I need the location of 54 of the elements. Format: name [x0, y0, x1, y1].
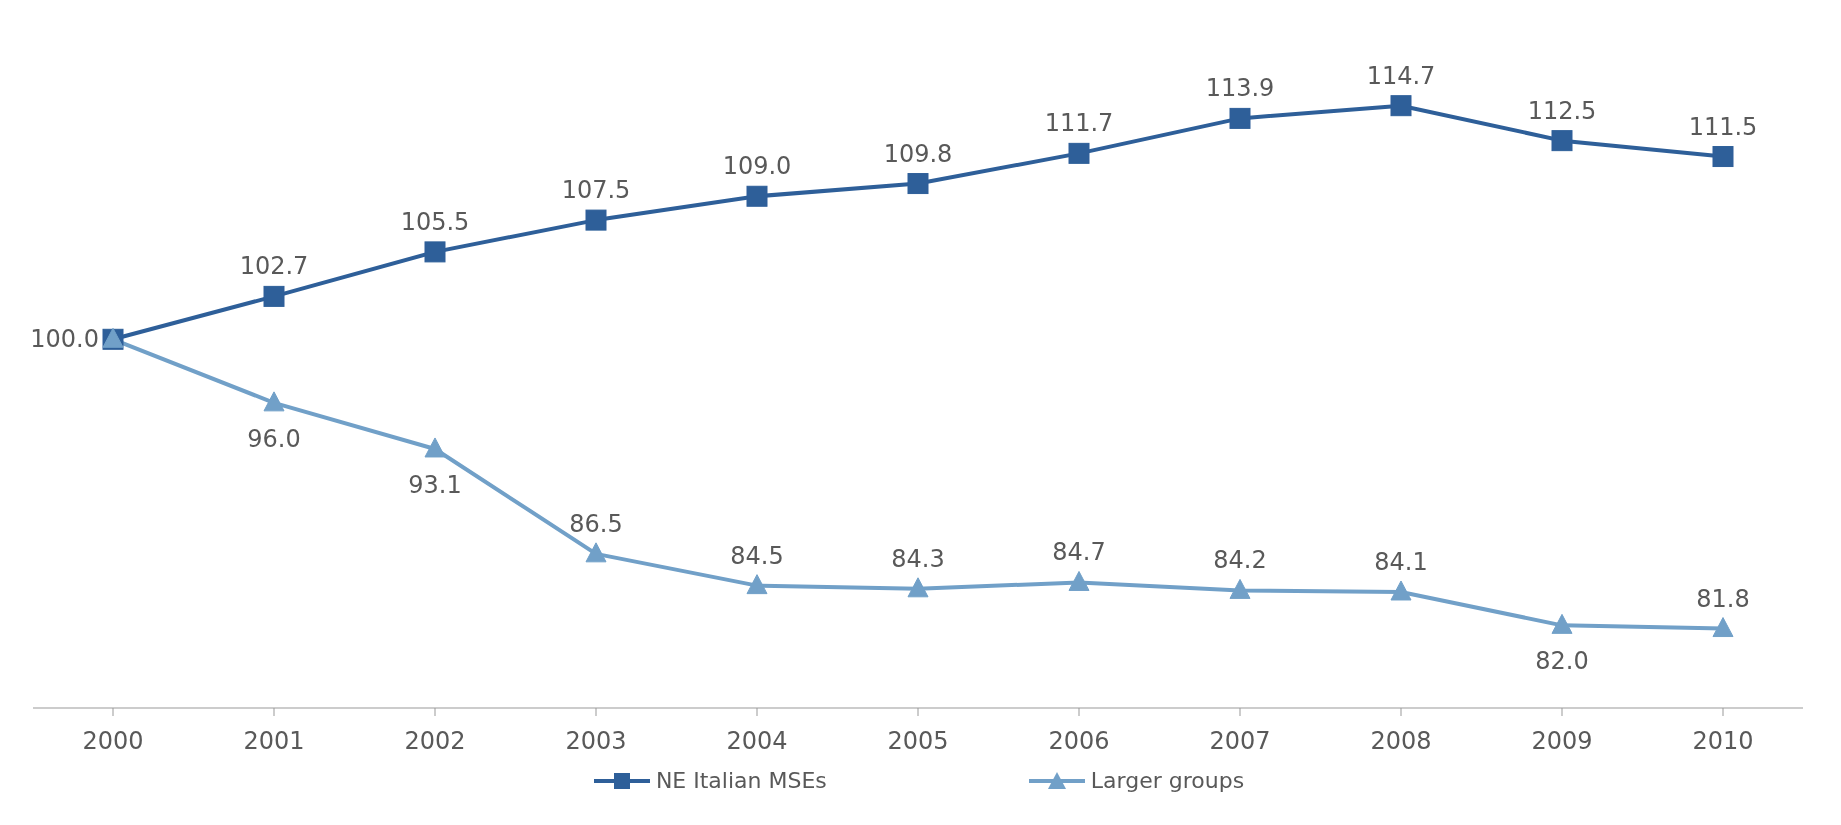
- point: [746, 185, 768, 207]
- point: [424, 437, 446, 458]
- data-label: 84.5: [730, 541, 784, 570]
- x-tick-label: 2009: [1531, 727, 1593, 756]
- data-label: 82.0: [1535, 647, 1589, 676]
- point: [1390, 580, 1412, 601]
- data-label: 102.7: [239, 252, 309, 281]
- x-tick-label: 2005: [887, 727, 949, 756]
- x-tick-label: 2007: [1209, 727, 1271, 756]
- point: [746, 574, 768, 595]
- data-label: 81.8: [1696, 584, 1750, 613]
- x-tick-label: 2000: [82, 727, 144, 756]
- x-tick-label: 2002: [404, 727, 466, 756]
- point: [1229, 107, 1251, 129]
- legend-label: NE Italian MSEs: [655, 768, 827, 793]
- x-tick-label: 2001: [243, 727, 305, 756]
- data-label: 112.5: [1527, 96, 1597, 125]
- x-tick-label: 2003: [565, 727, 627, 756]
- data-label: 111.7: [1044, 109, 1114, 138]
- legend-label: Larger groups: [1090, 768, 1245, 793]
- data-label: 113.9: [1205, 74, 1275, 103]
- data-label: 84.1: [1374, 547, 1428, 576]
- x-tick-label: 2010: [1692, 727, 1754, 756]
- data-label: 109.0: [722, 152, 792, 181]
- point: [585, 542, 607, 563]
- x-tick-label: 2008: [1370, 727, 1432, 756]
- point: [585, 209, 607, 231]
- x-tick-label: 2006: [1048, 727, 1110, 756]
- data-label: 111.5: [1688, 112, 1758, 141]
- point: [1551, 613, 1573, 634]
- point: [1390, 95, 1412, 117]
- point: [907, 173, 929, 195]
- point: [263, 391, 285, 412]
- point: [1551, 130, 1573, 152]
- point: [1068, 570, 1090, 591]
- data-label: 84.7: [1052, 538, 1106, 567]
- point: [1712, 146, 1734, 168]
- data-label: 107.5: [561, 176, 631, 205]
- data-label: 84.2: [1213, 546, 1267, 575]
- x-tick-label: 2004: [726, 727, 788, 756]
- data-label: 100.0: [30, 325, 99, 354]
- data-label: 96.0: [247, 424, 301, 453]
- point: [263, 285, 285, 307]
- point: [907, 577, 929, 598]
- data-label: 84.3: [891, 544, 945, 573]
- point: [1229, 578, 1251, 599]
- data-label: 109.8: [883, 139, 953, 168]
- point: [1068, 142, 1090, 164]
- data-label: 105.5: [400, 207, 470, 236]
- point: [424, 241, 446, 263]
- data-label: 114.7: [1366, 61, 1436, 90]
- point: [1712, 617, 1734, 638]
- data-label: 86.5: [569, 509, 623, 538]
- data-label: 93.1: [408, 470, 462, 499]
